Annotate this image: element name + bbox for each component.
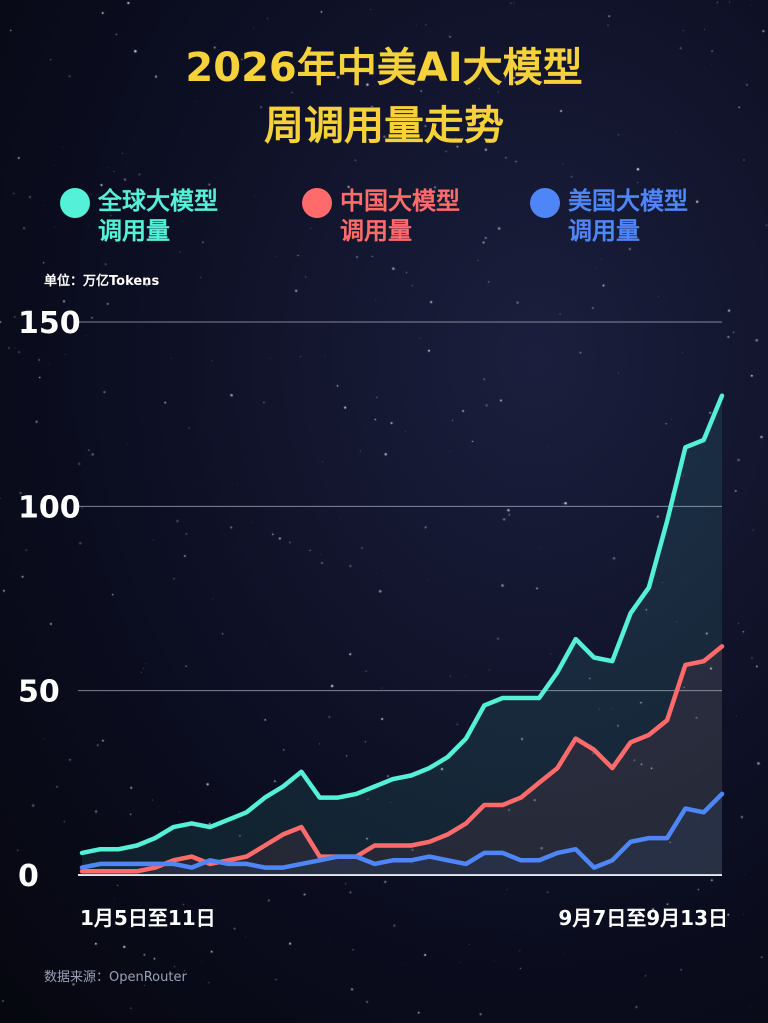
legend-label-us: 美国大模型 调用量	[568, 187, 688, 245]
series-area-1	[82, 646, 722, 875]
series-area-2	[82, 793, 722, 875]
source-label: 数据来源：OpenRouter	[44, 970, 187, 985]
x-axis-start-label: 1月5日至11日	[80, 906, 216, 930]
series-line-1	[79, 644, 725, 874]
legend-dot-us	[530, 188, 560, 218]
chart-title-line2: 周调用量走势	[264, 103, 504, 149]
series-area-0	[82, 395, 722, 875]
legend-dot-china	[302, 188, 332, 218]
legend-label-china: 中国大模型 调用量	[340, 187, 460, 245]
legend-dot-global	[60, 188, 90, 218]
y-tick-label: 100	[18, 490, 81, 525]
series-line-2	[79, 791, 725, 870]
unit-label: 单位：万亿Tokens	[44, 274, 160, 289]
x-axis-end-label: 9月7日至9月13日	[558, 906, 728, 930]
legend-item-china: 中国大模型 调用量	[302, 186, 460, 246]
chart-title-line1: 2026年中美AI大模型	[185, 45, 583, 91]
y-tick-label: 150	[18, 306, 81, 341]
legend-item-us: 美国大模型 调用量	[530, 186, 688, 246]
y-tick-label: 50	[18, 675, 60, 710]
legend-label-global: 全球大模型 调用量	[98, 187, 218, 245]
legend-item-global: 全球大模型 调用量	[60, 186, 218, 246]
series-line-0	[79, 393, 725, 856]
y-tick-label: 0	[18, 859, 39, 894]
